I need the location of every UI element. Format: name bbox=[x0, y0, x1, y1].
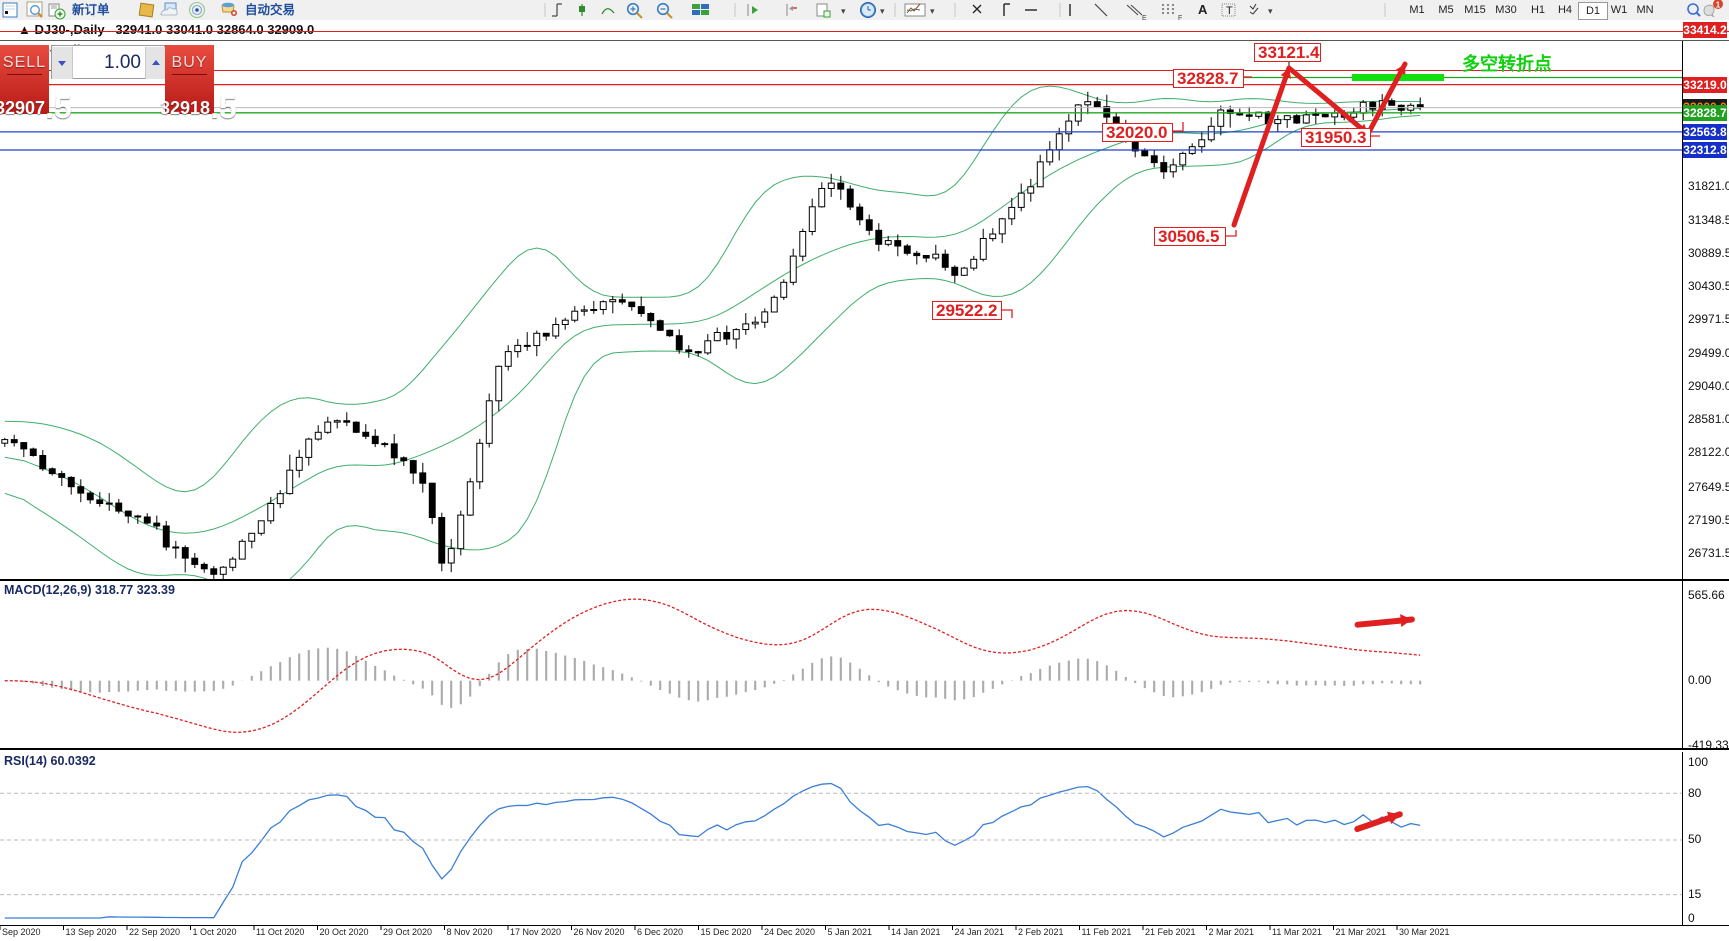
svg-text:1: 1 bbox=[1716, 1, 1721, 10]
